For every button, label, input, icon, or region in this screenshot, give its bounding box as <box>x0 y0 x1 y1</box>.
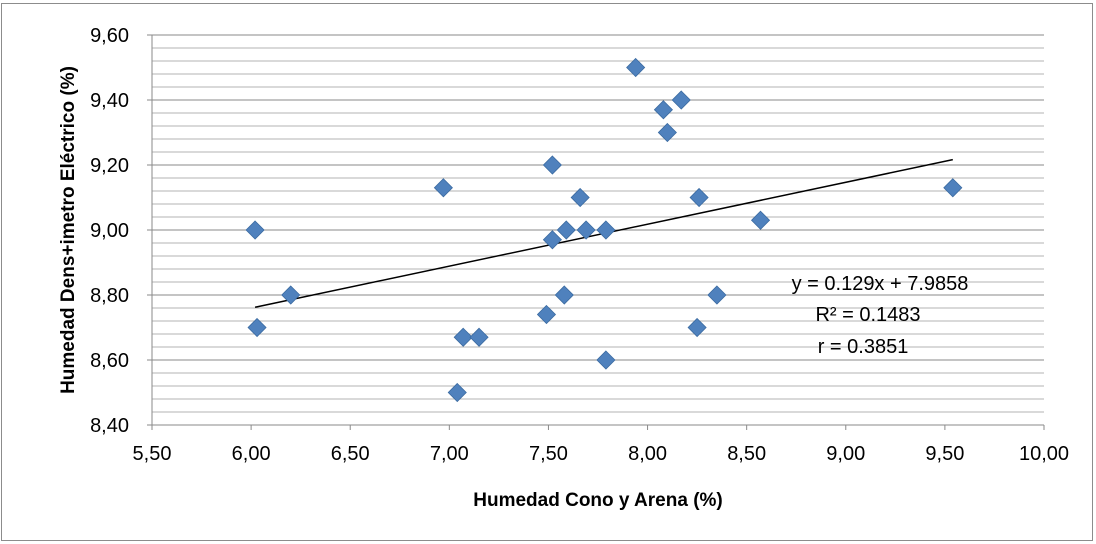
data-point-marker <box>596 220 616 240</box>
data-point-marker <box>536 304 557 325</box>
data-point-marker <box>750 210 771 230</box>
x-tick-label: 6,00 <box>232 443 271 465</box>
y-tick-label: 9,40 <box>90 90 129 112</box>
r-squared-annotation: R² = 0.1483 <box>815 304 920 326</box>
y-axis-title: Humedad Dens+imetro Eléctrico (%) <box>58 66 79 394</box>
equation-annotation: y = 0.129x + 7.9858 <box>792 273 969 295</box>
y-tick-label: 8,60 <box>90 350 129 372</box>
data-point-marker <box>576 220 596 240</box>
data-point-marker <box>281 285 301 305</box>
data-point-marker <box>657 122 677 143</box>
y-tick-label: 9,20 <box>90 155 129 177</box>
data-point-marker <box>542 155 562 175</box>
data-point-marker <box>707 285 727 305</box>
data-point-marker <box>689 187 709 208</box>
data-point-marker <box>433 178 453 198</box>
y-tick-label: 8,40 <box>90 415 129 437</box>
y-tick-labels: 9,60 9,40 9,20 9,00 8,80 8,60 8,40 <box>90 25 129 437</box>
data-point-marker <box>626 57 646 78</box>
x-tick-label: 10,00 <box>1019 443 1069 465</box>
y-tick-label: 9,00 <box>90 220 129 242</box>
y-tick-label: 9,60 <box>90 25 129 47</box>
x-tick-label: 9,00 <box>826 443 865 465</box>
data-point-marker <box>671 90 691 110</box>
data-point-marker <box>653 100 673 120</box>
chart-frame <box>1 3 1093 541</box>
x-tick-label: 8,50 <box>727 443 766 465</box>
data-point-marker <box>570 187 590 208</box>
x-tick-label: 9,50 <box>925 443 964 465</box>
r-annotation: r = 0.3851 <box>818 336 909 358</box>
x-tick-labels: 5,50 6,00 6,50 7,00 7,50 8,00 8,50 9,00 9,50 10,0… <box>133 443 1070 465</box>
x-tick-label: 5,50 <box>133 443 172 465</box>
data-point-marker <box>453 327 473 347</box>
x-tick-label: 7,00 <box>430 443 469 465</box>
y-tick-label: 8,80 <box>90 285 129 307</box>
data-point-marker <box>245 220 265 240</box>
x-tick-label: 6,50 <box>331 443 370 465</box>
data-point-marker <box>556 220 576 240</box>
data-point-marker <box>247 317 267 338</box>
data-point-marker <box>469 327 489 347</box>
data-point-marker <box>542 230 562 250</box>
data-point-marker <box>554 285 574 305</box>
data-point-marker <box>943 178 963 198</box>
x-axis-title: Humedad Cono y Arena (%) <box>473 490 723 511</box>
data-point-marker <box>687 317 707 338</box>
axes <box>147 34 1045 430</box>
x-tick-label: 7,50 <box>529 443 568 465</box>
x-tick-label: 8,00 <box>628 443 667 465</box>
data-point-marker <box>596 350 616 370</box>
data-points <box>245 57 963 403</box>
data-point-marker <box>447 382 467 403</box>
